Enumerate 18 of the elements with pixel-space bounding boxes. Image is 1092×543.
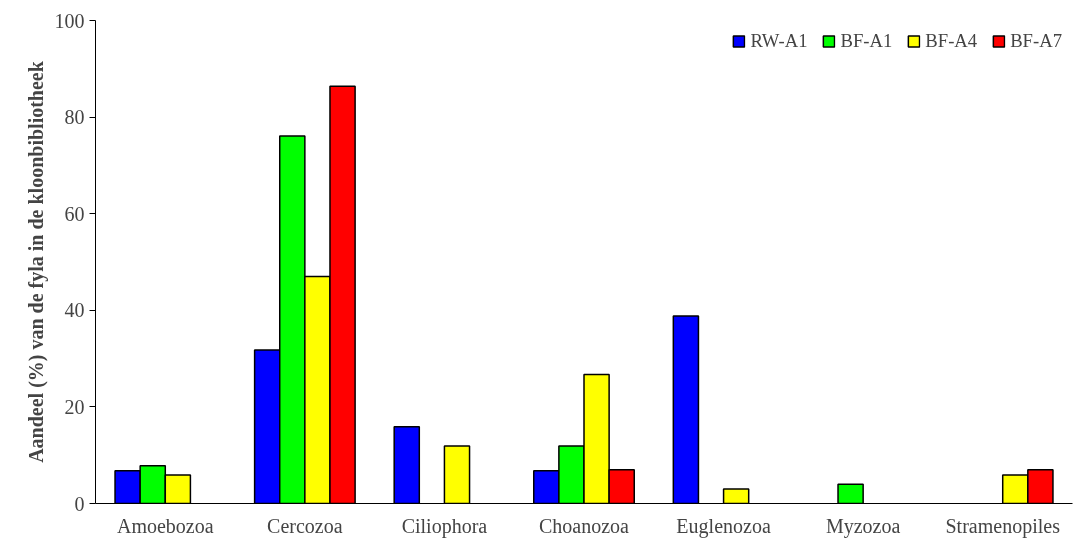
y-tick-label: 60 [64,202,85,225]
y-tick-label: 20 [64,395,85,418]
legend-label: BF-A1 [840,30,893,52]
x-tick-label: Cercozoa [267,514,343,537]
x-tick-label: Stramenopiles [945,514,1061,538]
legend-label: RW-A1 [750,30,808,52]
legend-label: BF-A4 [925,30,978,52]
y-tick-label: 0 [74,492,85,515]
y-axis-title: Aandeel (%) van de fyla in de kloonbibliotheek [24,60,48,463]
x-tick-label: Euglenozoa [676,514,771,538]
x-tick-label: Myzozoa [825,514,901,538]
legend-label: BF-A7 [1010,30,1062,52]
x-tick-label: Ciliophora [401,514,488,538]
x-tick-label: Choanozoa [539,514,630,537]
x-tick-label: Amoebozoa [116,514,214,537]
y-tick-label: 100 [54,9,85,32]
y-tick-label: 40 [64,299,85,322]
y-tick-label: 80 [64,106,85,129]
